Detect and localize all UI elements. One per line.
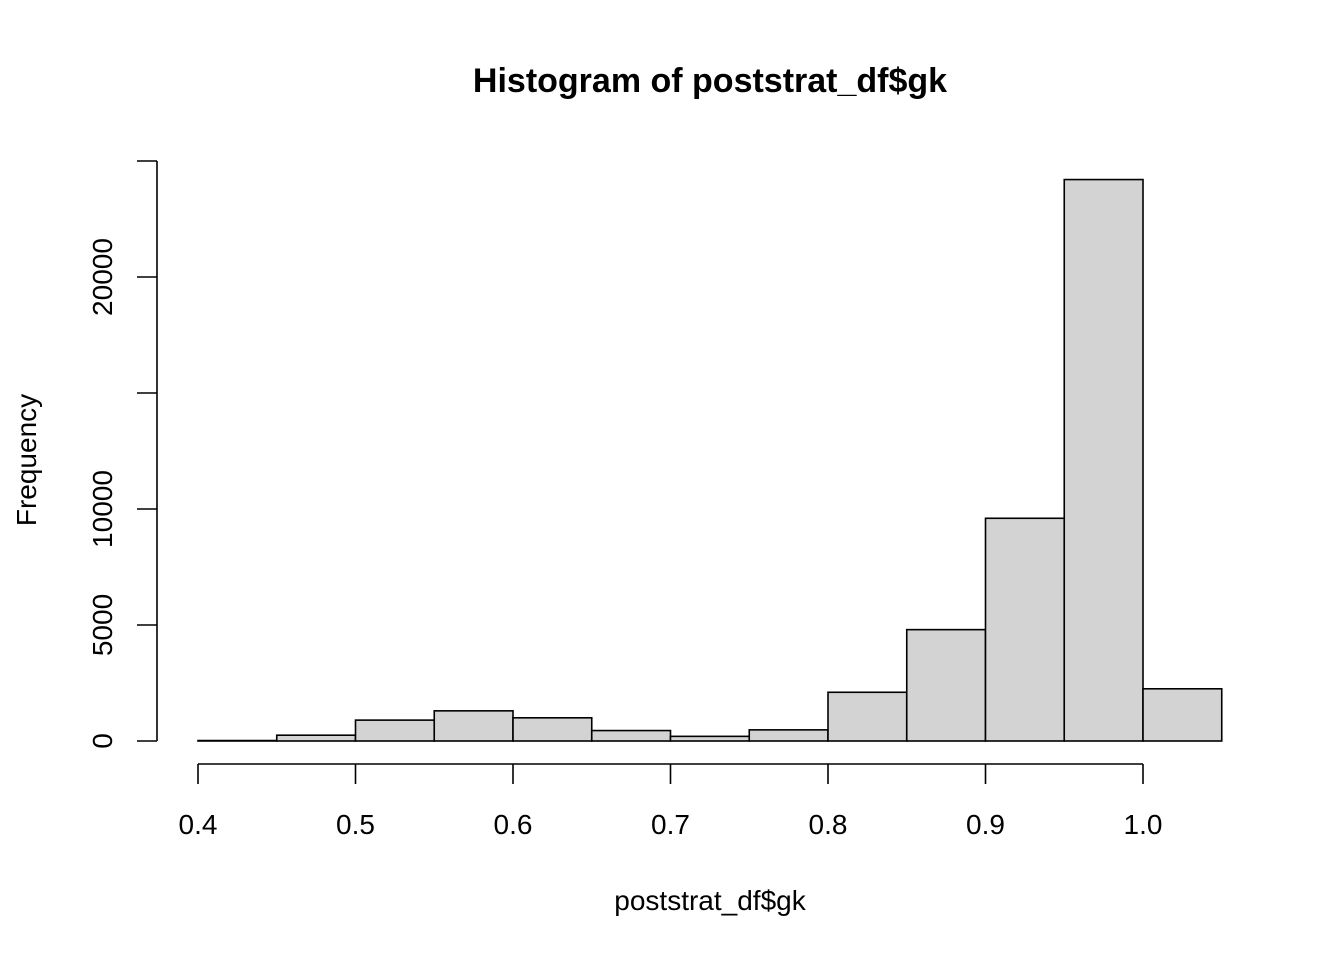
histogram-bar (669, 735, 751, 742)
histogram-bar (1142, 687, 1223, 742)
x-tick-label: 1.0 (1124, 809, 1163, 840)
y-tick-label: 20000 (87, 238, 118, 316)
histogram-bar (354, 719, 436, 742)
x-tick-label: 0.4 (179, 809, 218, 840)
y-axis: 0 5000 10000 20000 (87, 160, 158, 749)
y-axis-label: Frequency (11, 394, 42, 526)
y-tick-label: 5000 (87, 594, 118, 656)
x-axis-label: poststrat_df$gk (614, 885, 806, 916)
x-tick-label: 0.8 (809, 809, 848, 840)
y-tick-label: 10000 (87, 470, 118, 548)
histogram-bar (433, 710, 514, 742)
x-tick-label: 0.6 (494, 809, 533, 840)
histogram-bar (984, 517, 1066, 742)
y-tick-label: 0 (87, 733, 118, 749)
histogram-bars (197, 178, 1223, 742)
histogram-bar (748, 729, 829, 742)
chart-title: Histogram of poststrat_df$gk (473, 62, 947, 100)
histogram-bar (512, 716, 593, 742)
histogram-bar (905, 628, 987, 742)
histogram-bar (275, 734, 357, 742)
histogram-bar (590, 729, 672, 742)
x-axis: 0.4 0.5 0.6 0.7 0.8 0.9 1.0 (179, 763, 1163, 840)
x-tick-label: 0.9 (966, 809, 1005, 840)
histogram-bar (827, 691, 908, 742)
x-tick-label: 0.5 (336, 809, 375, 840)
histogram-bar (1063, 178, 1144, 742)
x-tick-label: 0.7 (651, 809, 690, 840)
